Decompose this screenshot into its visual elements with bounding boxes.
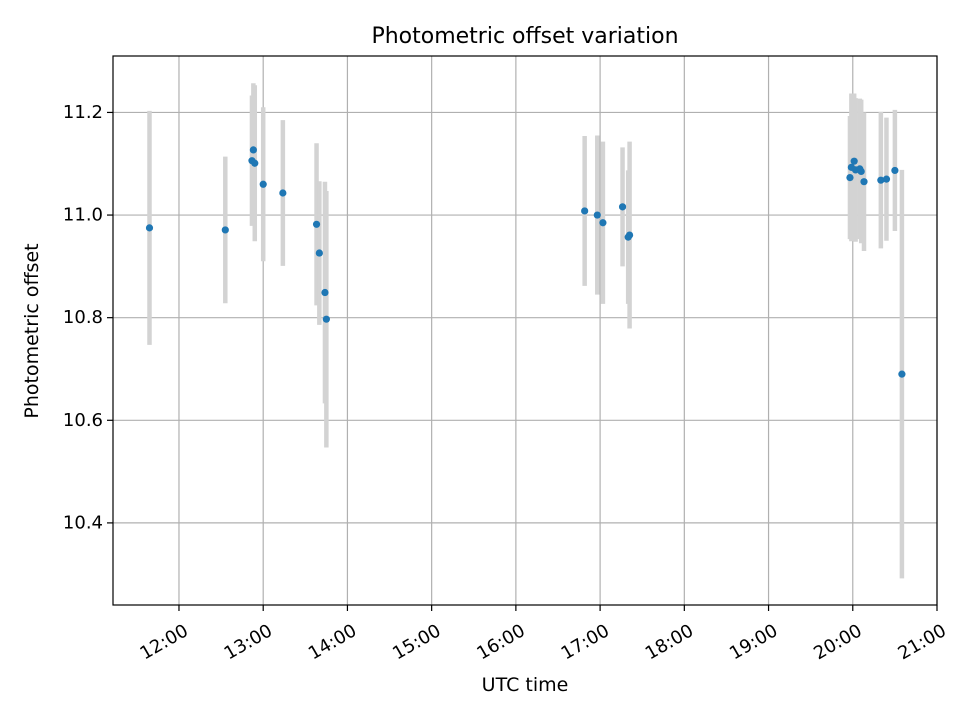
data-point: [321, 288, 329, 297]
plot-frame: [112, 55, 938, 606]
y-tick-label: 10.8: [63, 307, 103, 328]
data-point: [860, 178, 868, 186]
data-point: [625, 231, 634, 239]
data-point: [891, 166, 899, 175]
data-point: [846, 174, 854, 182]
data-point: [315, 249, 323, 257]
data-point: [877, 176, 885, 184]
data-point: [322, 315, 330, 323]
y-tick-label: 10.4: [63, 512, 103, 533]
data-point: [898, 370, 906, 378]
data-point: [581, 207, 589, 215]
chart-title: Photometric offset variation: [371, 24, 678, 49]
y-tick-label: 11.0: [63, 205, 103, 226]
data-point: [850, 157, 858, 165]
data-point: [857, 167, 865, 176]
x-axis-label: UTC time: [482, 674, 569, 696]
data-points: [145, 146, 906, 378]
data-point: [145, 224, 154, 232]
y-axis-label: Photometric offset: [21, 243, 43, 418]
data-point: [221, 226, 229, 234]
data-point: [259, 180, 267, 188]
data-point: [599, 219, 607, 227]
data-point: [312, 220, 321, 228]
data-point: [249, 146, 257, 154]
y-axis: 10.4 10.6 10.8 11.0 11.2: [63, 102, 113, 533]
data-point: [279, 189, 287, 197]
y-tick-label: 11.2: [63, 102, 103, 123]
data-point: [251, 159, 259, 167]
data-point: [882, 175, 891, 183]
y-tick-label: 10.6: [63, 410, 103, 431]
grid-layer: [113, 56, 938, 605]
data-point: [618, 203, 627, 211]
data-point: [593, 211, 601, 219]
